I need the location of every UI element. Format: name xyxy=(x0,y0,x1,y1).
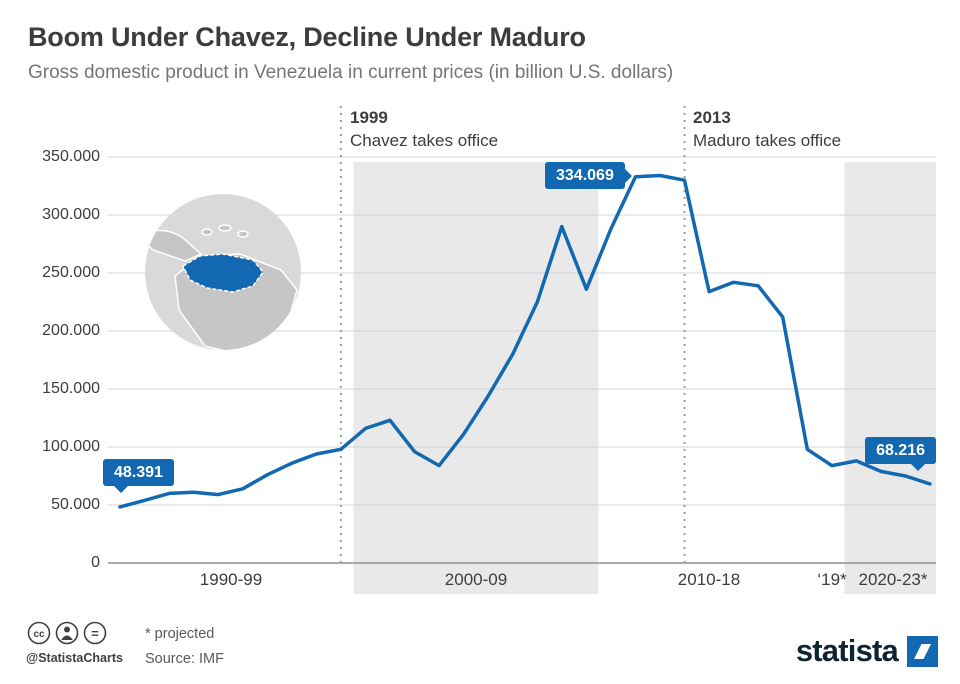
data-label-1990: 48.391 xyxy=(103,459,174,493)
annotation-year: 2013 xyxy=(693,108,731,127)
y-axis-label: 50.000 xyxy=(51,496,100,513)
creative-commons-icons: cc = xyxy=(27,621,107,645)
x-axis-label-1990s: 1990-99 xyxy=(199,570,263,589)
data-label-peak: 334.069 xyxy=(545,162,632,189)
x-axis-label-2020s: 2020-23* xyxy=(858,570,928,589)
page-subtitle: Gross domestic product in Venezuela in c… xyxy=(28,62,674,83)
venezuela-map-icon xyxy=(145,194,301,350)
data-label-2023: 68.216 xyxy=(865,437,936,471)
annotation-text: Chavez takes office xyxy=(350,131,499,150)
x-axis-label-2000s: 2000-09 xyxy=(444,570,508,589)
y-axis-label: 0 xyxy=(91,554,100,571)
y-axis-label: 300.000 xyxy=(42,206,100,223)
source-label: Source: IMF xyxy=(145,651,224,667)
x-axis-label-2010s: 2010-18 xyxy=(677,570,741,589)
page-title: Boom Under Chavez, Decline Under Maduro xyxy=(28,22,586,52)
statista-logo: statista xyxy=(796,633,938,669)
annotation-year: 1999 xyxy=(350,108,388,127)
y-axis-label: 250.000 xyxy=(42,264,100,281)
statista-wordmark: statista xyxy=(795,633,899,668)
y-axis-label: 100.000 xyxy=(42,438,100,455)
annotation-text: Maduro takes office xyxy=(693,131,842,150)
projected-note: * projected xyxy=(145,626,215,642)
svg-text:cc: cc xyxy=(33,629,45,640)
x-axis-label-2019: ‘19* xyxy=(817,570,847,589)
y-axis-label: 150.000 xyxy=(42,380,100,397)
annotation-maduro: 2013 Maduro takes office xyxy=(693,106,841,152)
statista-charts-handle: @StatistaCharts xyxy=(26,651,123,665)
y-axis-label: 350.000 xyxy=(42,148,100,165)
y-axis-label: 200.000 xyxy=(42,322,100,339)
statista-logo-mark xyxy=(907,635,938,667)
svg-text:=: = xyxy=(91,626,99,641)
annotation-chavez: 1999 Chavez takes office xyxy=(350,106,498,152)
